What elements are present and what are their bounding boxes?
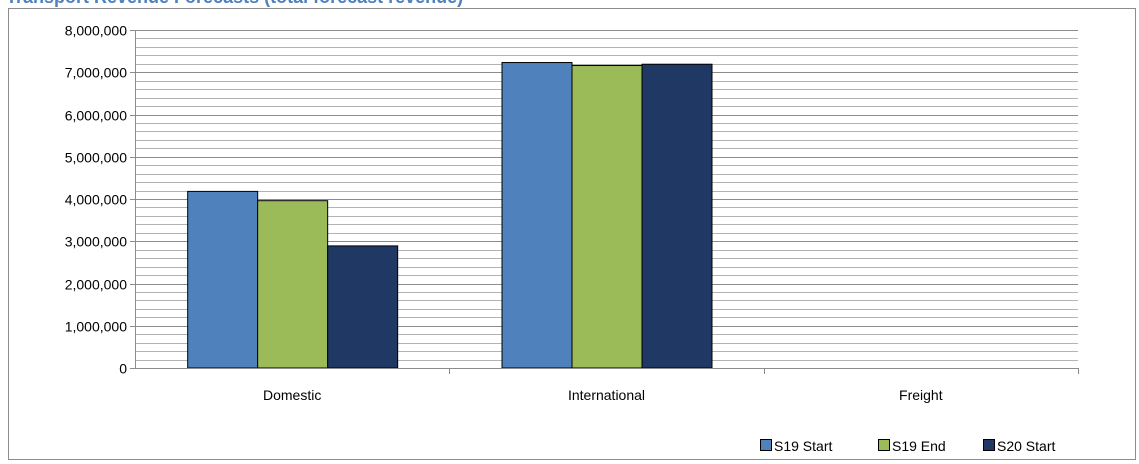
bar: [257, 200, 329, 369]
bar: [327, 245, 399, 369]
y-tick-label: 8,000,000: [65, 23, 127, 39]
y-tick-label: 0: [119, 361, 127, 377]
chart-frame: [8, 8, 1136, 460]
x-tick-label: Freight: [899, 387, 943, 403]
y-axis-tick-labels: 0 1,000,000 2,000,000 3,000,000 4,000,000 5,0…: [65, 23, 128, 377]
y-tick-label: 6,000,000: [65, 108, 127, 124]
legend-swatch: [983, 439, 995, 451]
legend-label: S20 Start: [997, 438, 1055, 454]
y-tick-label: 3,000,000: [65, 234, 127, 250]
axes: [130, 30, 1079, 374]
chart-title: Transport Revenue Forecasts (total forec…: [6, 0, 463, 8]
bar: [501, 62, 573, 369]
y-tick-label: 5,000,000: [65, 150, 127, 166]
x-tick-label: Domestic: [263, 387, 321, 403]
x-tick-label: International: [568, 387, 645, 403]
legend-label: S19 Start: [774, 438, 832, 454]
legend-swatch: [878, 439, 890, 451]
y-tick-label: 1,000,000: [65, 319, 127, 335]
bar: [641, 63, 713, 369]
bar: [187, 190, 259, 369]
legend-swatch: [760, 439, 772, 451]
y-tick-label: 4,000,000: [65, 192, 127, 208]
y-tick-label: 7,000,000: [65, 65, 127, 81]
bars: [187, 62, 713, 369]
legend-label: S19 End: [892, 438, 946, 454]
legend: S19 Start S19 End S20 Start: [760, 438, 1055, 454]
y-tick-label: 2,000,000: [65, 277, 127, 293]
bar: [571, 64, 643, 369]
x-axis-tick-labels: Domestic International Freight: [263, 387, 943, 403]
